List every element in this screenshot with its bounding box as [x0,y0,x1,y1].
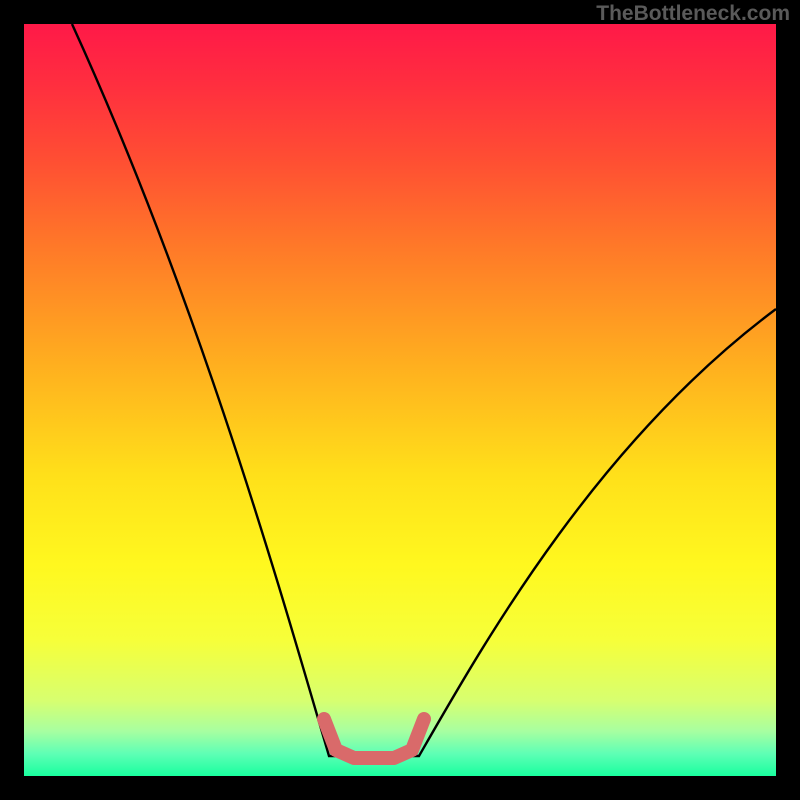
plot-area [24,24,776,776]
gradient-background [24,24,776,776]
watermark-text: TheBottleneck.com [596,2,790,26]
chart-container: TheBottleneck.com [0,0,800,800]
bottleneck-chart-svg [24,24,776,776]
